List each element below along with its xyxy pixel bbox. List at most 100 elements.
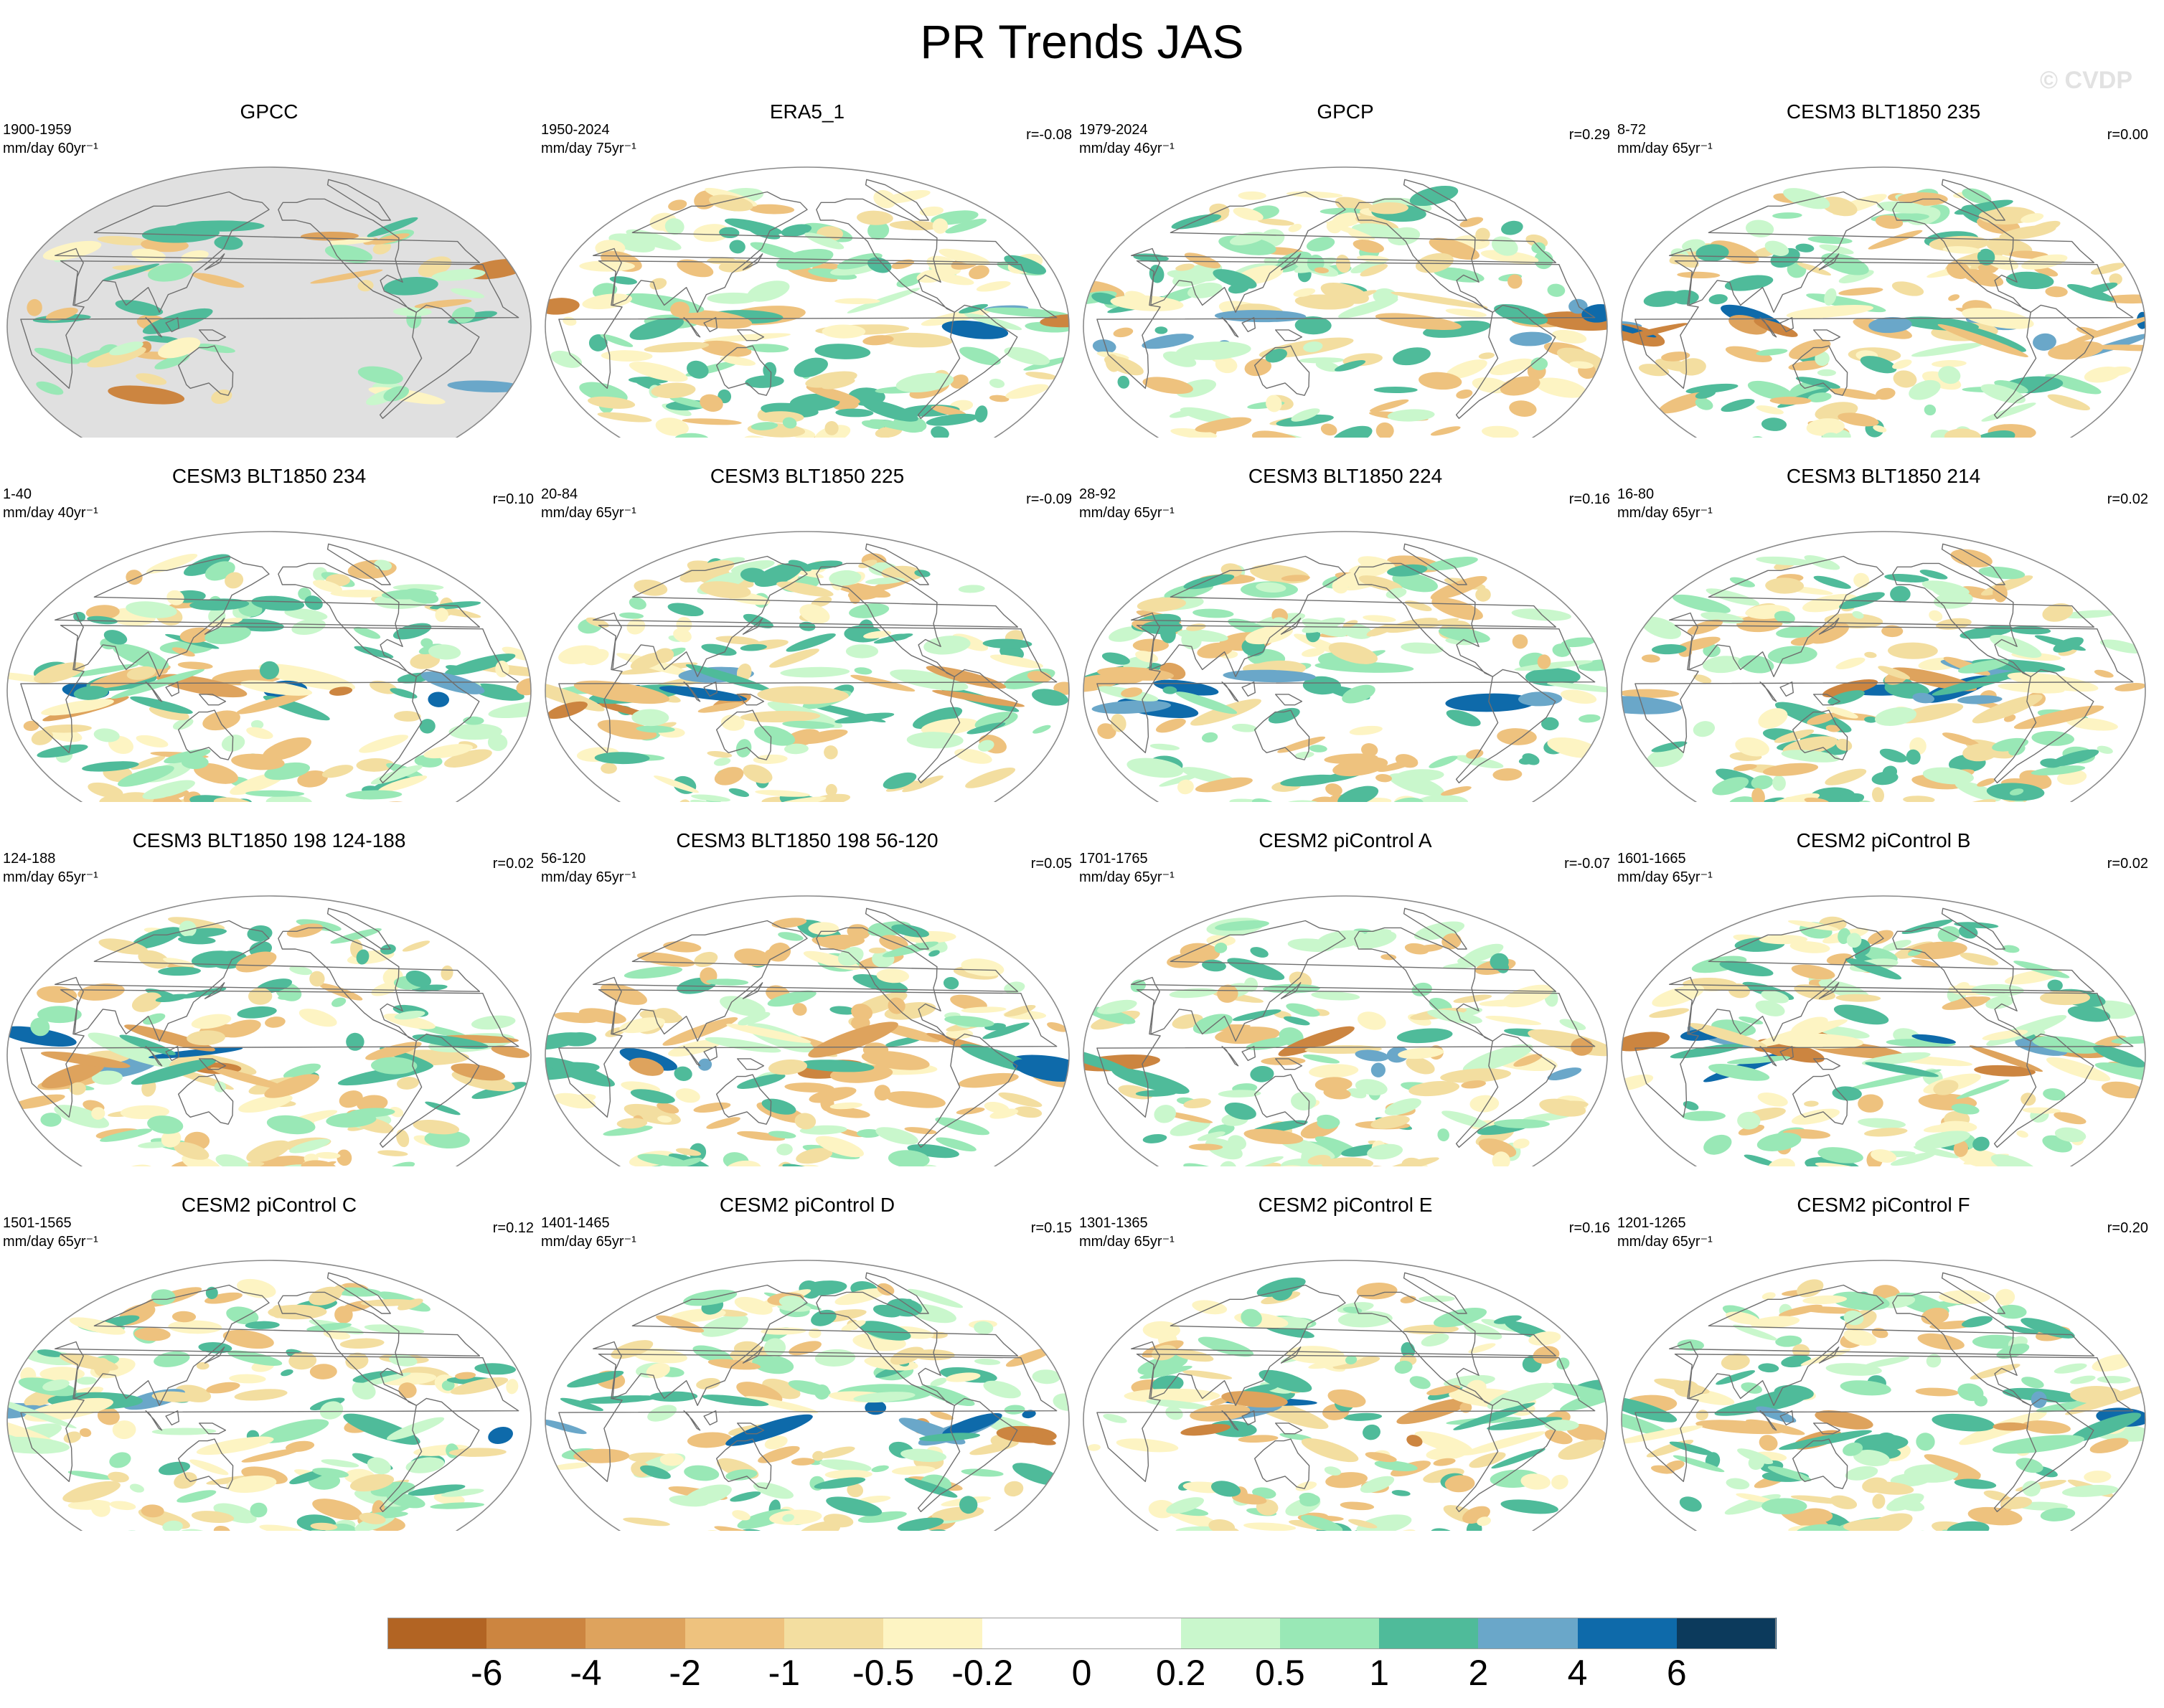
trend-contour [73,686,108,700]
trend-contour [1132,638,1169,652]
trend-contour [713,758,731,766]
trend-contour [353,626,381,639]
trend-contour [1815,1162,1874,1166]
trend-contour [2000,1496,2033,1509]
coastline [20,1354,519,1482]
trend-contour [1853,1450,1890,1466]
trend-contour [791,1458,815,1466]
trend-contour [141,225,220,243]
coastline [1280,982,1302,999]
coastline [1759,1410,1777,1431]
trend-contour [202,710,240,731]
trend-contour [1328,642,1378,664]
coastline [1221,317,1239,338]
coastline [1275,694,1303,706]
coastline [1634,625,2134,753]
trend-field [545,167,1069,438]
coastline [816,927,955,1042]
trend-contour [36,381,64,395]
coastline [1241,1410,1256,1426]
trend-contour [1646,747,1684,768]
trend-contour [183,554,231,576]
trend-contour [1530,357,1548,371]
trend-contour [1969,1045,2043,1072]
trend-contour [1725,346,1772,362]
trend-contour [1250,947,1269,958]
trend-contour [423,744,473,759]
panel-correlation: r=0.02 [492,856,534,872]
trend-contour [1438,627,1490,643]
trend-contour [1759,935,1808,945]
coastline [865,543,929,585]
map-frame [1083,166,1608,438]
trend-contour [794,357,828,378]
trend-contour [674,433,710,438]
trend-contour [198,1342,232,1354]
trend-contour [1167,953,1202,968]
trend-contour [2043,1088,2066,1101]
trend-contour [1767,1158,1795,1166]
colorbar-swatch [486,1618,587,1649]
coastline [55,1284,481,1406]
coastline [1131,555,1557,677]
trend-contour [1874,707,1917,726]
trend-contour [966,722,1006,735]
trend-contour [1747,1388,1810,1411]
panel-period: 1900-1959 [3,122,72,138]
panel-period: 1401-1465 [541,1215,610,1231]
trend-contour [1738,1124,1765,1136]
trend-contour [1004,346,1050,365]
trend-contour [1167,269,1218,282]
map-panel: CESM3 BLT1850 198 124-188 124-188 mm/day … [0,829,538,1166]
trend-contour [1903,796,1935,802]
trend-contour [667,603,704,617]
trend-contour [594,752,650,765]
trend-contour [1937,324,2028,357]
trend-contour [1695,1420,1787,1435]
trend-contour [1942,246,1981,254]
trend-contour [829,570,862,586]
trend-contour [1303,341,1323,352]
trend-contour [1215,920,1269,931]
map-frame [1621,895,2146,1166]
trend-contour [778,932,804,941]
trend-contour [1658,392,1708,414]
trend-contour [1251,798,1276,802]
trend-contour [1915,1387,1959,1397]
trend-contour [172,718,194,730]
coastline [593,920,1019,1042]
trend-contour [782,720,835,729]
trend-contour [877,1283,895,1296]
trend-contour [1820,432,1843,438]
trend-contour [1924,404,1937,416]
panel-title: CESM3 BLT1850 225 [710,465,905,487]
trend-contour [1241,1308,1262,1327]
trend-contour [189,1459,229,1476]
trend-contour [1210,1481,1241,1497]
trend-contour [392,584,444,591]
trend-contour [59,1353,118,1371]
trend-contour [545,1419,587,1435]
trend-contour [412,1034,489,1049]
trend-contour [1294,316,1332,335]
trend-contour [1228,283,1250,294]
panel-period: 28-92 [1079,486,1116,502]
coastline [199,329,227,341]
panel-units: mm/day 46yr⁻¹ [1079,141,1175,156]
trend-contour [1871,771,1899,785]
trend-contour [1858,1094,1883,1113]
trend-contour [1326,222,1375,240]
trend-contour [246,1140,291,1163]
trend-contour [34,662,85,684]
trend-contour [618,612,644,619]
world-map [545,895,1070,1166]
trend-contour [1174,1349,1214,1362]
trend-contour [853,1392,916,1402]
trend-contour [2094,669,2114,678]
coastline [1455,304,1556,419]
trend-contour [1622,1408,1670,1436]
trend-contour [1858,1118,1906,1129]
trend-contour [629,317,685,340]
trend-contour [784,743,809,755]
panel-title: CESM3 BLT1850 235 [1786,100,1981,123]
